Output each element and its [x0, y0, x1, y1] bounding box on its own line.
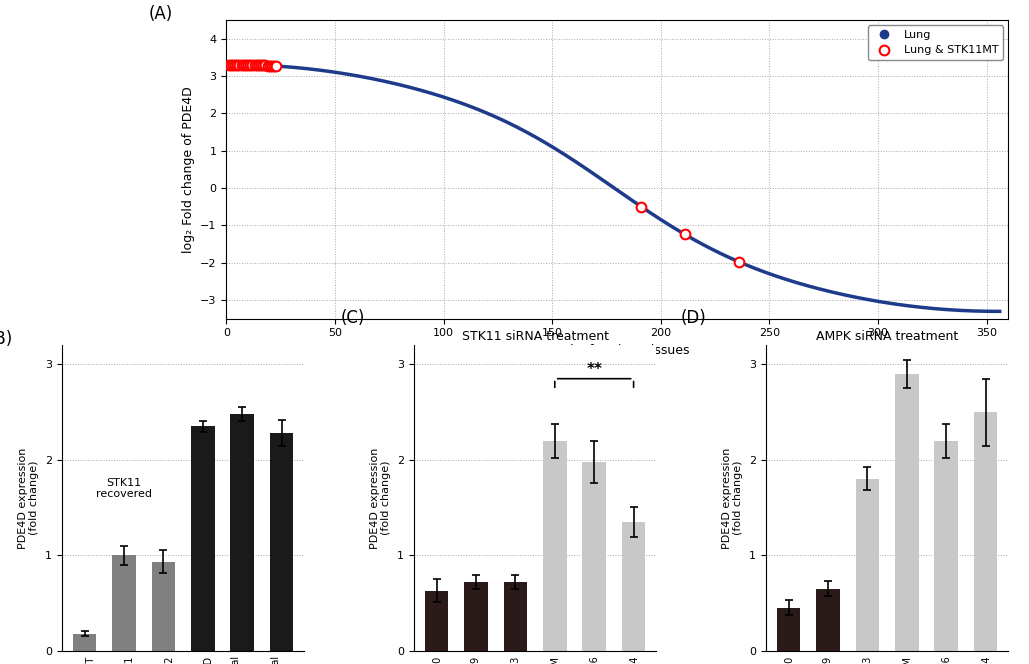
Bar	[622, 522, 645, 651]
Bar	[543, 441, 567, 651]
Bar	[973, 412, 997, 651]
Bar	[230, 414, 254, 651]
Bar	[73, 633, 97, 651]
Y-axis label: PDE4D expression
(fold change): PDE4D expression (fold change)	[369, 448, 391, 548]
Bar	[503, 582, 527, 651]
Title: STK11 siRNA treatment: STK11 siRNA treatment	[462, 330, 608, 343]
Bar	[895, 374, 919, 651]
Bar	[777, 608, 801, 651]
Text: (C): (C)	[341, 309, 365, 327]
Title: AMPK siRNA treatment: AMPK siRNA treatment	[816, 330, 958, 343]
Text: (D): (D)	[681, 309, 707, 327]
Bar	[191, 426, 215, 651]
Bar	[151, 562, 175, 651]
Text: (B): (B)	[0, 330, 13, 348]
Bar	[816, 589, 840, 651]
Text: STK11
recovered: STK11 recovered	[96, 477, 152, 499]
Bar	[582, 461, 606, 651]
Bar	[464, 582, 488, 651]
Bar	[270, 433, 293, 651]
Y-axis label: PDE4D expression
(fold change): PDE4D expression (fold change)	[17, 448, 39, 548]
Text: (A): (A)	[148, 5, 173, 23]
Bar	[855, 479, 879, 651]
Bar	[112, 555, 136, 651]
Text: **: **	[587, 362, 602, 376]
Bar	[425, 590, 449, 651]
X-axis label: Rank of patient tissues: Rank of patient tissues	[545, 344, 689, 357]
Y-axis label: PDE4D expression
(fold change): PDE4D expression (fold change)	[721, 448, 743, 548]
Y-axis label: log₂ Fold change of PDE4D: log₂ Fold change of PDE4D	[181, 86, 194, 253]
Legend: Lung, Lung & STK11MT: Lung, Lung & STK11MT	[868, 25, 1003, 60]
Bar	[934, 441, 958, 651]
